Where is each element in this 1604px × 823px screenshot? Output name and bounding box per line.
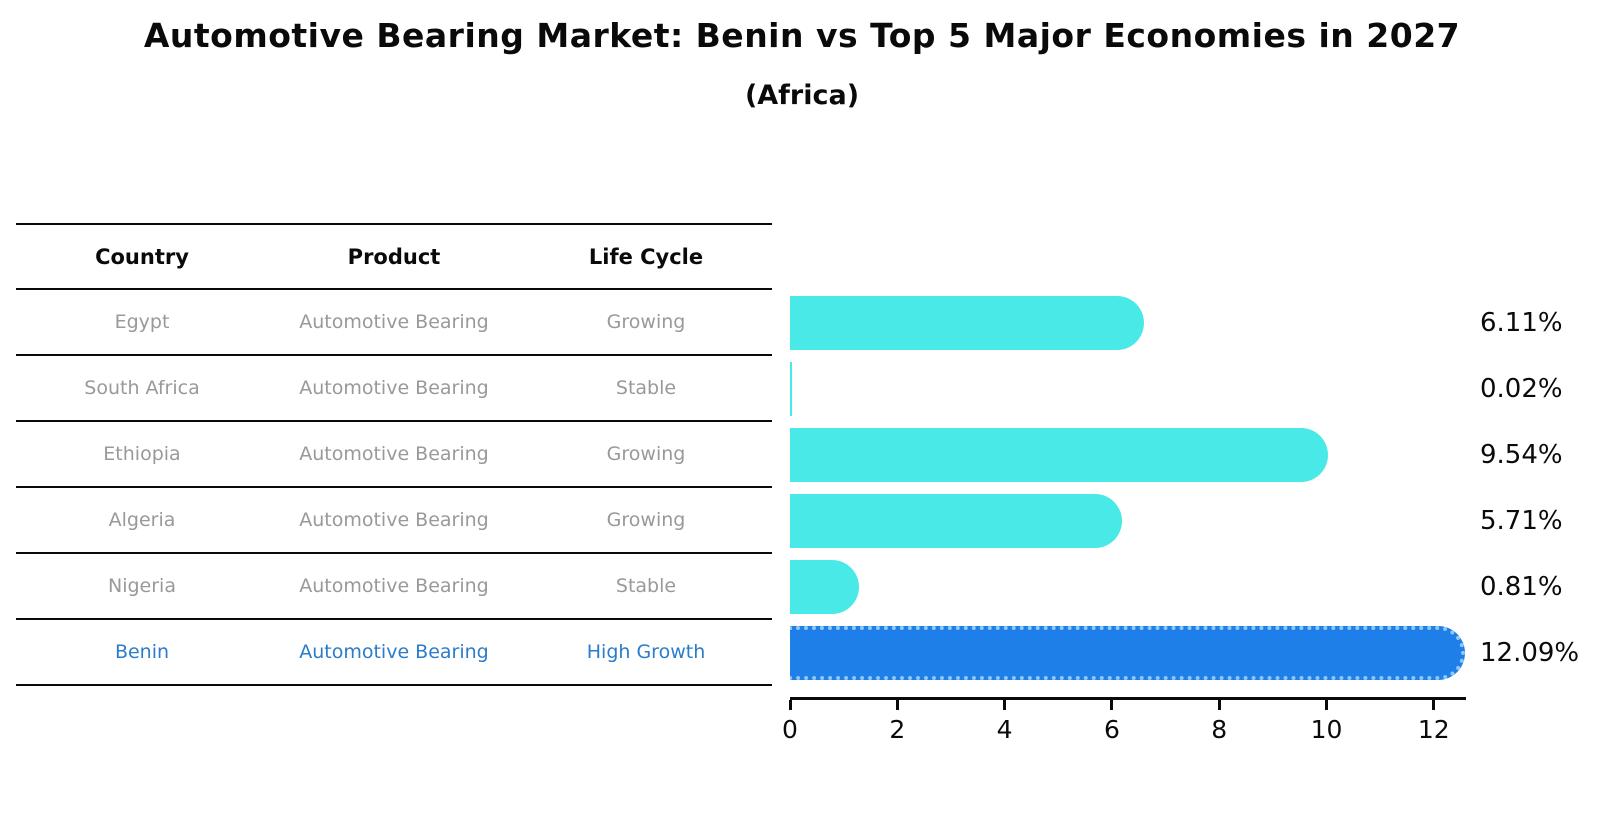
life-cycle-cell: Stable — [615, 575, 677, 597]
x-axis-tick-label: 8 — [1211, 715, 1228, 744]
country-cell: Ethiopia — [103, 443, 181, 465]
x-axis-tick-label: 12 — [1417, 715, 1450, 744]
country-cell: Nigeria — [108, 575, 176, 597]
chart-subtitle: (Africa) — [744, 80, 860, 111]
table-row: Egypt Automotive Bearing Growing — [16, 290, 772, 356]
country-cell: Egypt — [114, 311, 170, 333]
bar-value-label: 0.81% — [1480, 572, 1563, 602]
bar-nigeria — [790, 560, 860, 614]
bar-benin — [790, 626, 1465, 680]
table-row: Ethiopia Automotive Bearing Growing — [16, 422, 772, 488]
table-row: Algeria Automotive Bearing Growing — [16, 488, 772, 554]
product-cell: Automotive Bearing — [299, 641, 489, 663]
bar-value-label: 6.11% — [1480, 308, 1563, 338]
x-axis-tick-label: 6 — [1103, 715, 1120, 744]
column-header-country: Country — [95, 244, 189, 269]
x-axis-tick — [1110, 700, 1114, 710]
country-cell: Algeria — [108, 509, 176, 531]
chart-title: Automotive Bearing Market: Benin vs Top … — [143, 16, 1461, 55]
x-axis-tick-label: 0 — [782, 715, 798, 744]
product-cell: Automotive Bearing — [299, 443, 489, 465]
x-axis-tick — [1003, 700, 1007, 710]
life-cycle-cell: High Growth — [586, 641, 706, 663]
column-header-life-cycle: Life Cycle — [588, 244, 704, 269]
bar-value-label: 12.09% — [1480, 638, 1580, 668]
bar-algeria — [790, 494, 1123, 548]
product-cell: Automotive Bearing — [299, 311, 489, 333]
bar-value-label: 9.54% — [1480, 440, 1563, 470]
x-axis-line — [790, 697, 1466, 700]
country-cell: Benin — [114, 641, 170, 663]
table-row: South Africa Automotive Bearing Stable — [16, 356, 772, 422]
life-cycle-cell: Growing — [606, 509, 686, 531]
table-row: Benin Automotive Bearing High Growth — [16, 620, 772, 686]
product-cell: Automotive Bearing — [299, 575, 489, 597]
x-axis-tick — [895, 700, 899, 710]
bar-chart: 0 2 4 6 8 10 12 — [782, 223, 1470, 783]
table-header-row: Country Product Life Cycle — [16, 225, 772, 290]
bar-value-label: 5.71% — [1480, 506, 1563, 536]
x-axis-tick-label: 10 — [1310, 715, 1343, 744]
table-row: Nigeria Automotive Bearing Stable — [16, 554, 772, 620]
column-header-product: Product — [347, 244, 441, 269]
bar-ethiopia — [790, 428, 1328, 482]
bar-value-label: 0.02% — [1480, 374, 1563, 404]
country-cell: South Africa — [84, 377, 200, 399]
x-axis-tick-label: 2 — [889, 715, 906, 744]
product-cell: Automotive Bearing — [299, 509, 489, 531]
x-axis-tick-label: 4 — [996, 715, 1013, 744]
x-axis-tick — [1432, 700, 1436, 710]
bar-south-africa — [790, 362, 792, 416]
x-axis-tick — [788, 700, 792, 710]
life-cycle-cell: Growing — [606, 443, 686, 465]
life-cycle-cell: Growing — [606, 311, 686, 333]
x-axis-tick — [1325, 700, 1328, 710]
product-cell: Automotive Bearing — [299, 377, 489, 399]
life-cycle-cell: Stable — [615, 377, 677, 399]
bar-egypt — [790, 296, 1144, 350]
table-body: Egypt Automotive Bearing Growing South Afri… — [16, 290, 772, 686]
summary-table: Country Product Life Cycle Egypt Automoti… — [16, 223, 772, 686]
x-axis-tick — [1217, 700, 1221, 710]
